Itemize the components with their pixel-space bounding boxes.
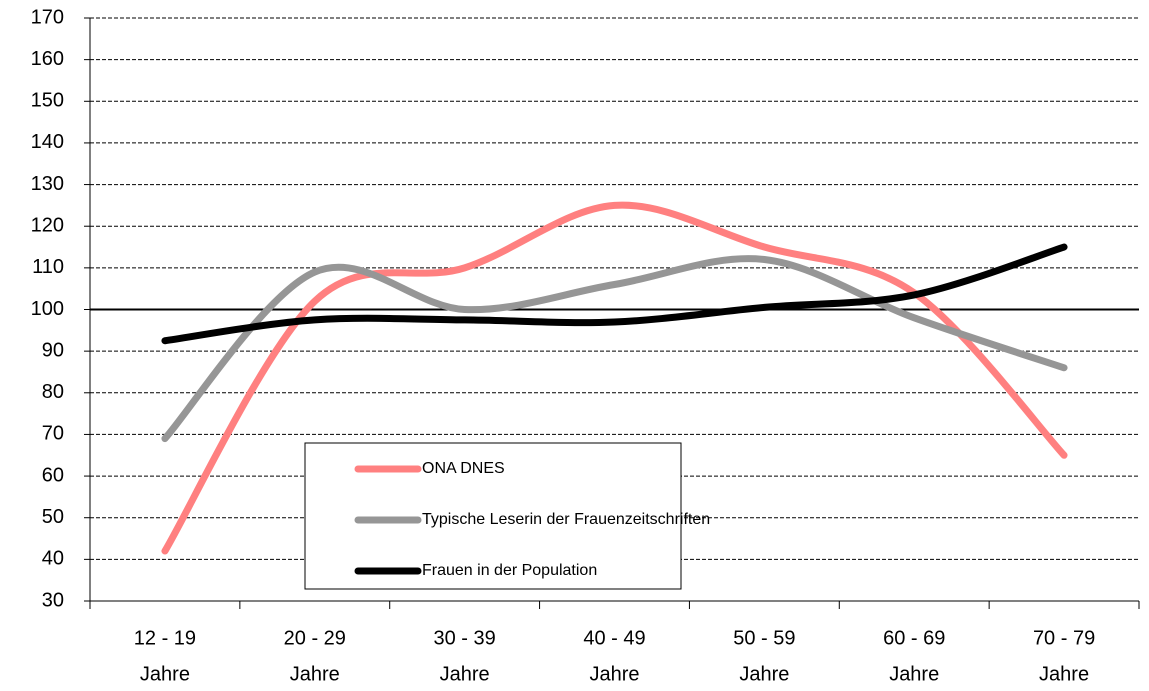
x-tick-label: 40 - 49 xyxy=(583,627,645,649)
x-tick-label: 50 - 59 xyxy=(733,627,795,649)
x-tick-label: 20 - 29 xyxy=(284,627,346,649)
legend-label: Typische Leserin der Frauenzeitschriften xyxy=(422,511,710,528)
series-line xyxy=(161,243,1068,345)
legend-label: ONA DNES xyxy=(422,460,505,477)
x-tick-label: Jahre xyxy=(440,663,490,685)
y-tick-label: 100 xyxy=(31,298,64,320)
x-tick-label: 30 - 39 xyxy=(434,627,496,649)
x-tick-label: 12 - 19 xyxy=(134,627,196,649)
y-tick-label: 150 xyxy=(31,90,64,112)
y-tick-label: 90 xyxy=(42,339,64,361)
series-line xyxy=(161,255,1068,443)
x-tick-label: Jahre xyxy=(1039,663,1089,685)
x-tick-label: Jahre xyxy=(290,663,340,685)
legend-label: Frauen in der Population xyxy=(422,562,597,579)
x-tick-label: Jahre xyxy=(589,663,639,685)
y-tick-label: 120 xyxy=(31,214,64,236)
y-tick-label: 30 xyxy=(42,589,64,611)
y-tick-label: 60 xyxy=(42,464,64,486)
y-tick-label: 140 xyxy=(31,131,64,153)
y-tick-label: 80 xyxy=(42,381,64,403)
x-tick-label: Jahre xyxy=(739,663,789,685)
x-tick-label: 70 - 79 xyxy=(1033,627,1095,649)
y-tick-label: 40 xyxy=(42,548,64,570)
y-tick-label: 170 xyxy=(31,6,64,28)
x-tick-label: Jahre xyxy=(140,663,190,685)
x-tick-label: 60 - 69 xyxy=(883,627,945,649)
y-tick-label: 130 xyxy=(31,173,64,195)
x-tick-label: Jahre xyxy=(889,663,939,685)
y-tick-label: 50 xyxy=(42,506,64,528)
legend: ONA DNES Typische Leserin der Frauenzeits… xyxy=(304,442,710,590)
y-tick-label: 70 xyxy=(42,423,64,445)
y-tick-label: 160 xyxy=(31,48,64,70)
y-tick-label: 110 xyxy=(32,256,64,278)
